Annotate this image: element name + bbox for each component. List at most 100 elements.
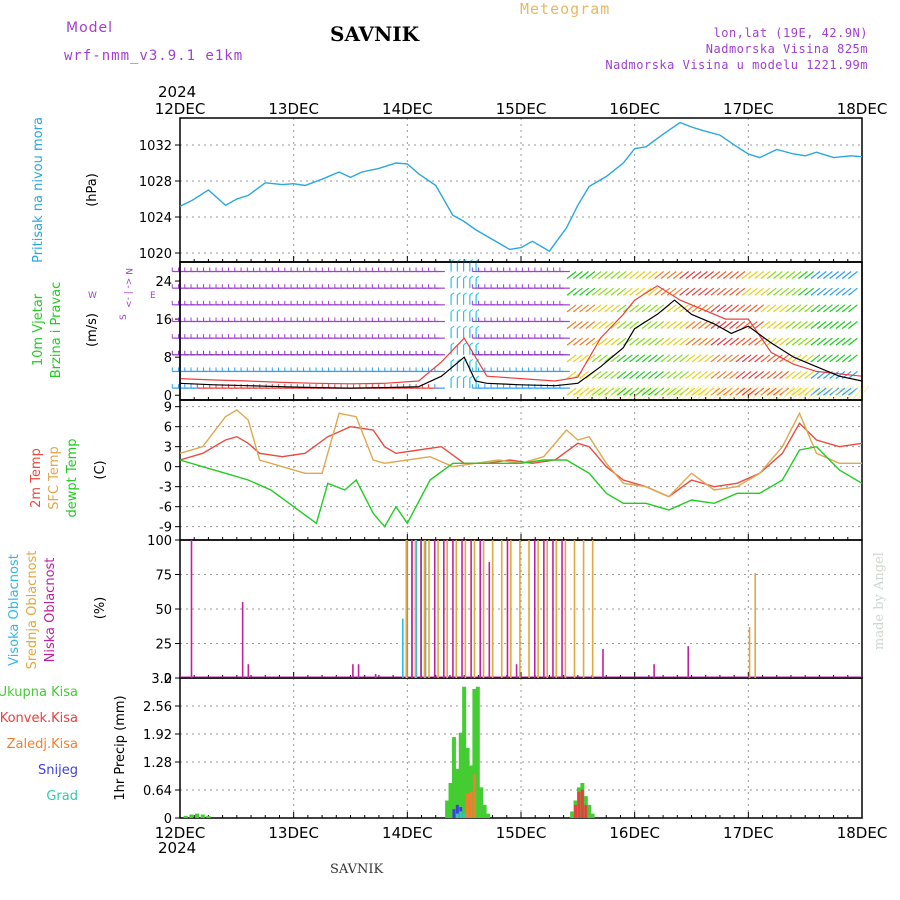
precip-bar: [455, 769, 460, 818]
wind-barb-flag: [623, 376, 627, 379]
wind-barb-flag: [450, 259, 455, 262]
wind-barb-flag: [779, 276, 783, 279]
wind-barb-flag: [635, 292, 640, 296]
wind-barb-flag: [463, 259, 467, 262]
wind-barb-flag: [641, 276, 646, 279]
wind-hatch-line: [726, 385, 740, 401]
wind-barb-flag: [691, 376, 696, 379]
wind-barb-flag: [623, 276, 627, 279]
cloud-ylabel: Niska Oblacnost: [43, 558, 58, 663]
wind-barb-flag: [573, 326, 577, 329]
wind-barb-flag: [841, 276, 846, 279]
wind-barb-flag: [648, 326, 652, 329]
wind-barb-flag: [450, 375, 455, 379]
compass-south: S: [119, 314, 129, 320]
model-label: Model: [66, 20, 114, 36]
wind-barb-flag: [457, 292, 461, 296]
wind-hatch-line: [616, 385, 630, 401]
time-tick-top: 18DEC: [837, 100, 888, 118]
wind-barb-flag: [816, 292, 821, 296]
wind-barb-flag: [673, 292, 677, 296]
wind-unit-group: (m/s): [85, 313, 100, 347]
precip-bar: [455, 804, 459, 818]
wind-barb-flag: [729, 342, 733, 346]
wind-barb-flag: [648, 342, 652, 346]
wind-barb-flag: [573, 292, 577, 296]
wind-barb-flag: [641, 359, 646, 363]
wind-barb-flag: [735, 276, 740, 279]
wind-barb-flag: [623, 326, 627, 329]
wind-barb-flag: [779, 326, 783, 329]
precip-bar: [459, 811, 463, 818]
precip-ytick-label: 0.64: [143, 784, 172, 799]
wind-barb-flag: [463, 325, 467, 329]
wind-barb-flag: [748, 376, 752, 379]
wind-barb-flag: [760, 359, 765, 363]
wind-barb-flag: [723, 342, 727, 346]
wind-barb-flag: [660, 376, 665, 379]
wind-barb-flag: [629, 359, 633, 363]
wind-barb-flag: [475, 375, 480, 379]
cloud-ytick-label: 50: [155, 603, 172, 618]
wind-barb-flag: [729, 376, 733, 379]
wind-barb-flag: [691, 309, 696, 313]
precip-bar: [577, 791, 581, 818]
wind-barb-flag: [704, 342, 708, 346]
precip-ytick-label: 3.2: [151, 672, 172, 687]
wind-hatch-line: [741, 385, 755, 401]
wind-hatch-line: [711, 385, 725, 401]
precip-bar: [574, 804, 578, 818]
precip-bar: [580, 789, 584, 818]
wind-barb-flag: [810, 292, 815, 296]
wind-ylabel-group: 10m Vjetar Brzina i Pravac: [31, 282, 64, 379]
wind-barb-flag: [598, 326, 602, 329]
wind-barb-flag: [741, 359, 746, 363]
cloud-ylabel: Srednja Oblacnost: [25, 551, 40, 670]
wind-hatch-line: [646, 385, 660, 401]
wind-barb-flag: [654, 309, 658, 313]
wind-barb-flag: [573, 309, 577, 313]
wind-barb-flag: [579, 392, 583, 396]
time-tick-top: 14DEC: [382, 100, 433, 118]
wind-hatch-line: [771, 385, 785, 401]
wind-barb-flag: [791, 392, 796, 396]
wind-barb-flag: [804, 342, 808, 346]
precip-bar: [466, 793, 470, 818]
wind-barb-flag: [604, 326, 608, 329]
wind-barb-flag: [704, 292, 708, 296]
wind-hatch-line: [631, 385, 645, 401]
cloud-ytick-label: 0: [164, 672, 172, 687]
time-tick-bottom: 15DEC: [496, 824, 547, 842]
wind-barb-flag: [848, 292, 852, 296]
wind-barb-flag: [469, 359, 474, 362]
wind-hatch-line: [746, 385, 760, 401]
precip-unit: 1hr Precip (mm): [113, 695, 128, 800]
wind-barb-flag: [469, 309, 474, 312]
precip-legend-4: Grad: [46, 789, 78, 804]
wind-barb-flag: [829, 376, 833, 379]
wind-barb-flag: [835, 292, 840, 296]
precip-ytick-label: 1.92: [143, 728, 172, 743]
wind-barb-flag: [760, 309, 765, 313]
wind-barb-flag: [766, 392, 771, 396]
wind-barb-flag: [610, 359, 615, 363]
wind-barb-flag: [635, 342, 640, 346]
wind-barb-flag: [829, 326, 833, 329]
wind-barb-flag: [748, 276, 752, 279]
wind-ylabel: Brzina i Pravac: [49, 282, 64, 379]
wind-barb-flag: [691, 326, 696, 329]
wind-barb-flag: [716, 392, 721, 396]
wind-hatch-line: [606, 385, 620, 401]
wind-barb-flag: [735, 342, 740, 346]
wind-barb-flag: [469, 275, 474, 279]
wind-barb-flag: [457, 309, 461, 312]
precip-bar: [206, 815, 211, 818]
wind-barb-flag: [791, 376, 796, 379]
precip-bar: [479, 787, 484, 818]
wind-hatch-line: [821, 385, 835, 401]
year-bottom-label: 2024: [158, 839, 196, 857]
wind-barb-flag: [835, 342, 840, 346]
wind-hatch-line: [846, 385, 860, 401]
wind-barb-flag: [604, 392, 608, 396]
wind-barb-flag: [804, 392, 808, 396]
